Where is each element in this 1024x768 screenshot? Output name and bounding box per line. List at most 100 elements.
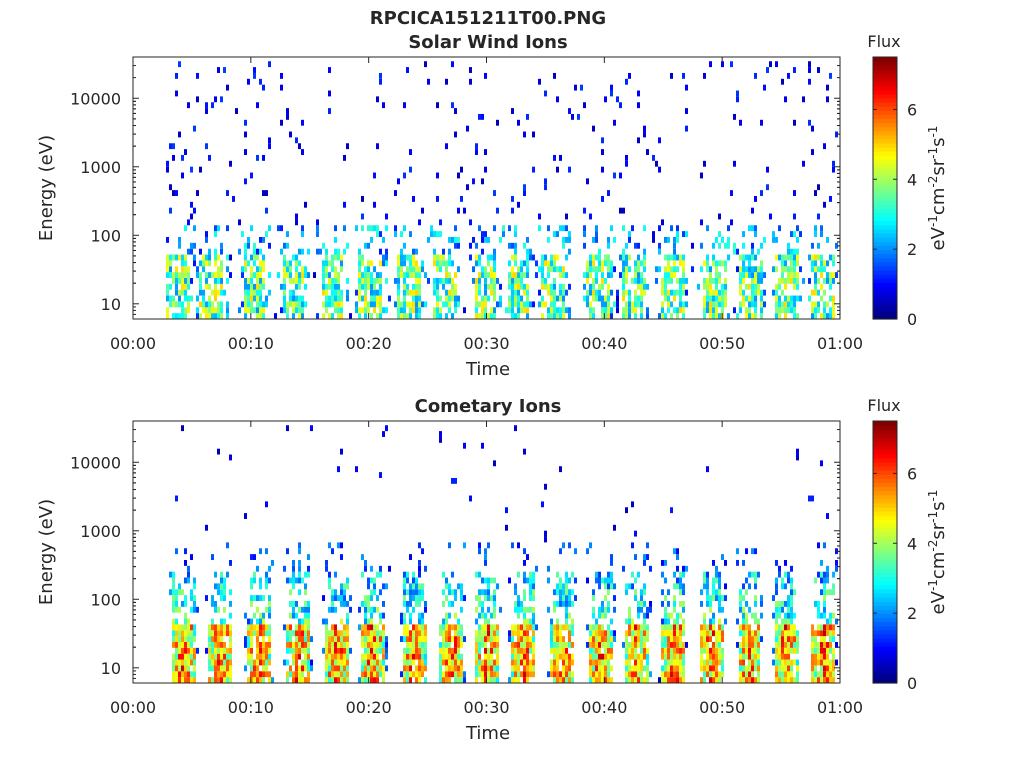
heatmap-cell: [787, 630, 790, 637]
heatmap-cell: [337, 289, 340, 296]
heatmap-cell: [715, 307, 718, 314]
heatmap-cell: [592, 236, 595, 243]
heatmap-cell: [442, 600, 445, 607]
heatmap-cell: [520, 671, 523, 678]
heatmap-cell: [256, 665, 259, 672]
heatmap-cell: [250, 583, 253, 590]
heatmap-cell: [661, 641, 664, 648]
heatmap-cell: [289, 641, 292, 648]
heatmap-cell: [286, 577, 289, 584]
heatmap-cell: [571, 630, 574, 637]
heatmap-cell: [217, 254, 220, 261]
heatmap-cell: [343, 641, 346, 648]
heatmap-cell: [607, 677, 610, 683]
heatmap-cell: [199, 166, 202, 173]
heatmap-cell: [571, 671, 574, 678]
heatmap-cell: [799, 266, 802, 273]
heatmap-cell: [796, 659, 799, 666]
heatmap-cell: [208, 630, 211, 637]
heatmap-cell: [265, 571, 268, 578]
heatmap-cell: [670, 289, 673, 296]
colorbar-swatch: [873, 547, 897, 553]
heatmap-cell: [673, 289, 676, 296]
heatmap-cell: [610, 313, 613, 319]
heatmap-cell: [418, 671, 421, 678]
heatmap-cell: [553, 231, 556, 237]
heatmap-cell: [820, 589, 823, 596]
heatmap-cell: [193, 665, 196, 672]
heatmap-cell: [583, 242, 586, 249]
heatmap-cell: [679, 671, 682, 678]
heatmap-cell: [823, 589, 826, 596]
heatmap-cell: [400, 301, 403, 308]
heatmap-cell: [475, 295, 478, 302]
heatmap-cell: [181, 636, 184, 642]
heatmap-cell: [745, 612, 748, 619]
heatmap-cell: [301, 231, 304, 237]
heatmap-cell: [385, 653, 388, 660]
heatmap-cell: [379, 313, 382, 319]
colorbar-frame: [872, 56, 898, 320]
heatmap-cell: [703, 641, 706, 648]
heatmap-cell: [367, 647, 370, 654]
heatmap-cell: [208, 307, 211, 314]
heatmap-cells: [169, 425, 838, 683]
heatmap-cell: [517, 307, 520, 314]
heatmap-cell: [343, 671, 346, 678]
heatmap-cell: [214, 647, 217, 654]
heatmap-cell: [508, 307, 511, 314]
heatmap-cell: [166, 160, 169, 167]
heatmap-cell: [790, 618, 793, 625]
colorbar-swatch: [873, 498, 897, 504]
heatmap-cell: [646, 612, 649, 619]
heatmap-cell: [457, 671, 460, 678]
heatmap-cell: [451, 636, 454, 642]
heatmap-cell: [460, 595, 463, 601]
heatmap-cell: [478, 548, 481, 555]
heatmap-cell: [187, 636, 190, 642]
heatmap-cell: [760, 636, 763, 642]
heatmap-cell: [403, 242, 406, 249]
colorbar-swatch: [873, 106, 897, 111]
heatmap-cell: [226, 301, 229, 308]
heatmap-cell: [523, 636, 526, 642]
heatmap-cell: [553, 254, 556, 261]
heatmap-cell: [238, 307, 241, 314]
heatmap-cell: [220, 260, 223, 267]
heatmap-cell: [781, 600, 784, 607]
heatmap-cell: [496, 653, 499, 660]
heatmap-cell: [406, 641, 409, 648]
heatmap-cell: [433, 313, 436, 319]
heatmap-cell: [187, 647, 190, 654]
heatmap-cell: [193, 677, 196, 683]
heatmap-cell: [580, 84, 583, 91]
heatmap-cell: [814, 659, 817, 666]
heatmap-cell: [754, 272, 757, 278]
heatmap-cell: [637, 600, 640, 607]
heatmap-cell: [421, 665, 424, 672]
heatmap-cell: [727, 313, 730, 319]
heatmap-cell: [226, 313, 229, 319]
heatmap-cell: [577, 113, 580, 120]
heatmap-cell: [385, 260, 388, 267]
heatmap-cell: [556, 231, 559, 237]
heatmap-cell: [610, 225, 613, 232]
heatmap-cell: [307, 606, 310, 613]
heatmap-cell: [781, 78, 784, 85]
heatmap-cell: [418, 677, 421, 683]
heatmap-cell: [226, 653, 229, 660]
heatmap-cell: [400, 313, 403, 319]
heatmap-cell: [466, 125, 469, 132]
heatmap-cell: [172, 272, 175, 278]
heatmap-cell: [823, 571, 826, 578]
heatmap-cell: [739, 272, 742, 278]
heatmap-cell: [517, 595, 520, 601]
heatmap-cell: [172, 595, 175, 601]
heatmap-cell: [754, 266, 757, 273]
heatmap-cell: [517, 647, 520, 654]
heatmap-cell: [787, 272, 790, 278]
heatmap-cell: [445, 313, 448, 319]
heatmap-cell: [247, 78, 250, 85]
heatmap-cell: [550, 671, 553, 678]
heatmap-cell: [388, 565, 391, 572]
